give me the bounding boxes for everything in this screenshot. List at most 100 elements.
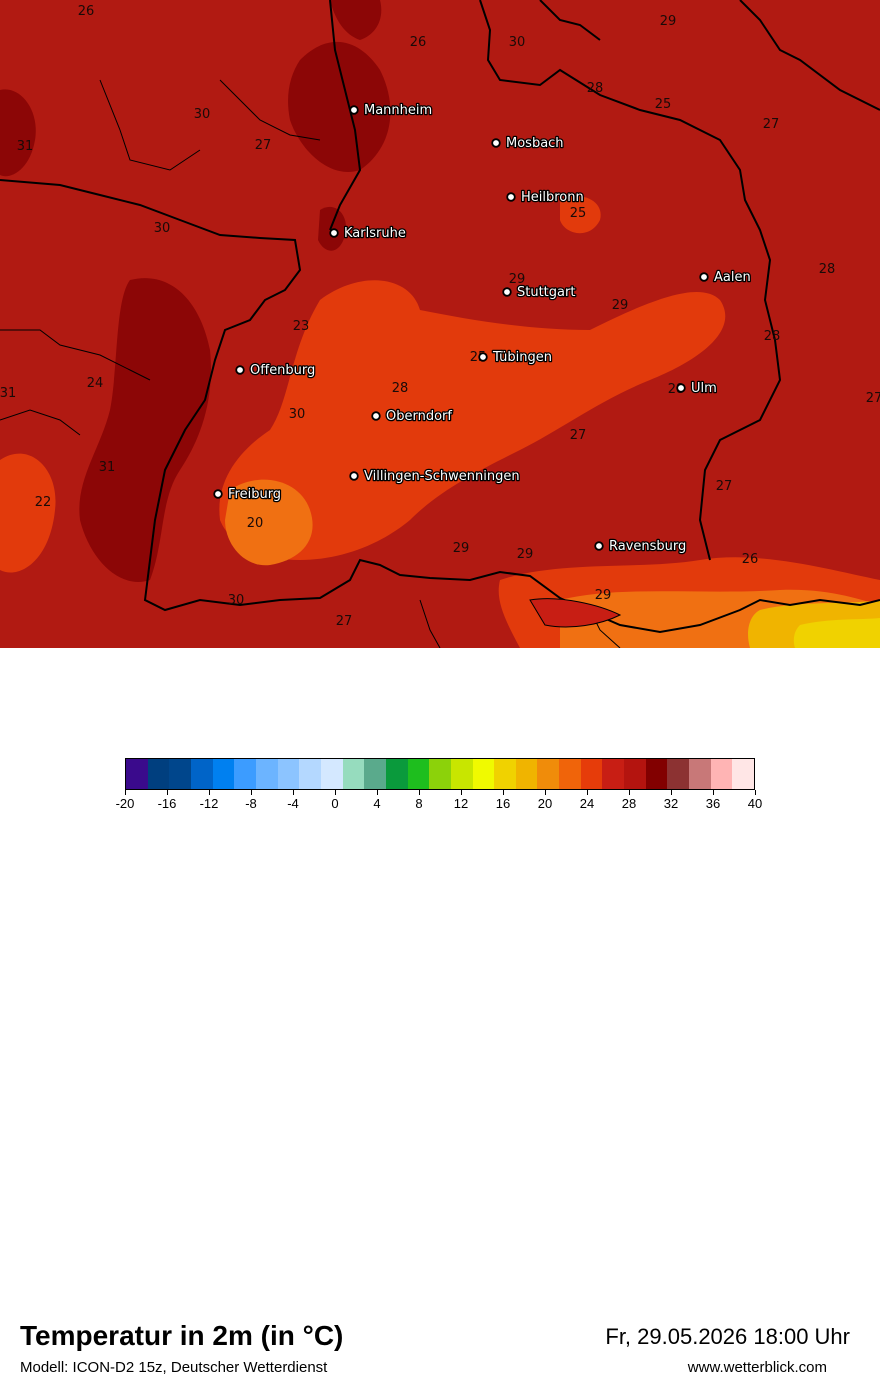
city-label: Ravensburg xyxy=(609,539,686,554)
city-dot xyxy=(329,228,339,238)
model-info: Modell: ICON-D2 15z, Deutscher Wetterdie… xyxy=(20,1359,328,1376)
legend-swatch xyxy=(515,759,538,789)
temperature-zone-hot xyxy=(79,278,211,582)
isotherm-value: 28 xyxy=(764,329,781,344)
city-mannheim: Mannheim xyxy=(349,102,433,119)
temperature-zone-warm xyxy=(225,479,313,566)
legend-tick-mark xyxy=(461,790,462,795)
isotherm-value: 27 xyxy=(255,138,272,153)
legend-swatch xyxy=(624,759,646,789)
isotherm-value: 31 xyxy=(17,139,34,154)
isotherm-value: 25 xyxy=(655,97,672,112)
isotherm-value: 27 xyxy=(336,614,353,629)
legend-tick-mark xyxy=(503,790,504,795)
legend-tick-mark xyxy=(251,790,252,795)
isotherm-value: 30 xyxy=(194,107,211,122)
legend-tick-mark xyxy=(419,790,420,795)
legend-swatch xyxy=(580,759,603,789)
map-title: Temperatur in 2m (in °C) xyxy=(20,1320,344,1351)
state-border xyxy=(0,0,880,634)
isotherm-value: 28 xyxy=(587,81,604,96)
legend-tick-mark xyxy=(713,790,714,795)
legend-tick-label: 4 xyxy=(373,796,381,811)
city-t-bingen: Tübingen xyxy=(478,349,553,366)
legend-tick-label: -16 xyxy=(157,796,177,811)
city-label: Oberndorf xyxy=(386,409,452,424)
city-dot xyxy=(506,192,516,202)
legend-swatch xyxy=(385,759,408,789)
legend-tick-label: -12 xyxy=(199,796,219,811)
legend-tick-label: -8 xyxy=(245,796,257,811)
temperature-zone-hot xyxy=(0,89,36,177)
legend-tick-label: 8 xyxy=(415,796,423,811)
legend-swatch xyxy=(667,759,690,789)
lake-bodensee xyxy=(529,598,622,628)
isotherm-value: 27 xyxy=(763,117,780,132)
isotherm-value: 30 xyxy=(228,593,245,608)
legend-tick-label: -20 xyxy=(115,796,135,811)
isotherm-value: 26 xyxy=(742,552,759,567)
legend-tick-mark xyxy=(335,790,336,795)
isotherm-value: 30 xyxy=(289,407,306,422)
city-dot xyxy=(349,471,359,481)
isotherm-value: 31 xyxy=(0,386,16,401)
legend-tick-mark xyxy=(377,790,378,795)
legend-swatch xyxy=(299,759,321,789)
isotherm-value: 31 xyxy=(99,460,116,475)
isotherm-value: 27 xyxy=(866,391,880,406)
isotherm-value: 29 xyxy=(595,588,612,603)
city-dot xyxy=(349,105,359,115)
isotherm-value: 29 xyxy=(517,547,534,562)
city-dot xyxy=(213,489,223,499)
city-mosbach: Mosbach xyxy=(491,135,565,152)
temperature-zone-mild xyxy=(560,196,601,234)
legend-tick-mark xyxy=(629,790,630,795)
city-aalen: Aalen xyxy=(699,269,752,286)
city-dot xyxy=(478,352,488,362)
legend-tick-label: 40 xyxy=(747,796,763,811)
legend-swatch xyxy=(602,759,625,789)
city-dot xyxy=(676,383,686,393)
temperature-map[interactable]: 26 26 30 29 30 27 28 25 31 27 30 25 29 28 29 23 28 25 24 31… xyxy=(0,0,880,648)
temperature-zone-mild xyxy=(0,453,56,573)
isotherm-value: 24 xyxy=(87,376,104,391)
legend-ticks: -20 -16 -12 -8 -4 0 4 8 12 16 20 24 28 32 36 40 xyxy=(116,790,762,820)
legend-tick-label: 12 xyxy=(453,796,469,811)
website-link[interactable]: www.wetterblick.com xyxy=(687,1359,827,1376)
legend-swatch xyxy=(234,759,256,789)
city-markers: Mannheim Mosbach Heilbronn Karlsruhe Aalen St… xyxy=(213,102,752,555)
legend-tick-mark xyxy=(167,790,168,795)
temperature-zone-hot xyxy=(330,0,382,40)
legend-swatch xyxy=(147,759,170,789)
legend-swatch xyxy=(429,759,451,789)
city-label: Heilbronn xyxy=(521,190,584,205)
legend-swatch xyxy=(169,759,191,789)
temperature-zone-cool xyxy=(793,618,880,648)
isotherm-value: 29 xyxy=(660,14,677,29)
legend-swatch xyxy=(190,759,213,789)
legend-tick-label: 32 xyxy=(663,796,679,811)
city-ulm: Ulm xyxy=(676,380,718,397)
legend-tick-mark xyxy=(545,790,546,795)
isotherm-value: 30 xyxy=(154,221,171,236)
city-label: Stuttgart xyxy=(517,285,575,300)
legend-tick-label: 20 xyxy=(537,796,553,811)
legend-tick-mark xyxy=(209,790,210,795)
city-dot xyxy=(371,411,381,421)
isotherm-value: 20 xyxy=(247,516,264,531)
legend-swatch xyxy=(645,759,668,789)
legend-tick-mark xyxy=(671,790,672,795)
city-dot xyxy=(235,365,245,375)
color-legend xyxy=(125,758,755,790)
legend-tick-label: 0 xyxy=(331,796,339,811)
legend-tick-mark xyxy=(755,790,756,795)
city-villingen-schwenningen: Villingen-Schwenningen xyxy=(349,468,521,485)
city-label: Villingen-Schwenningen xyxy=(364,469,520,484)
legend-swatch xyxy=(710,759,733,789)
isotherm-value: 25 xyxy=(570,206,587,221)
legend-swatch xyxy=(320,759,343,789)
isotherm-value: 30 xyxy=(509,35,526,50)
city-label: Freiburg xyxy=(228,487,281,502)
legend-tick-mark xyxy=(125,790,126,795)
city-stuttgart: Stuttgart xyxy=(502,284,577,301)
